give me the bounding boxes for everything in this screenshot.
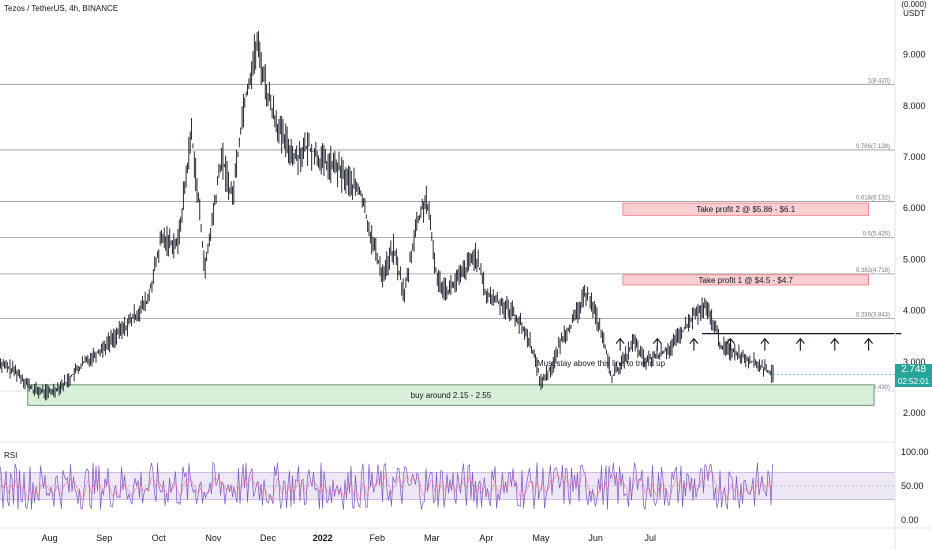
x-tick-label: Apr — [479, 533, 493, 543]
x-tick-label: Mar — [424, 533, 440, 543]
fib-level-label: 0.382(4.718) — [856, 268, 890, 274]
rsi-tick-label: 50.00 — [901, 481, 924, 491]
last-price-tag: 2.748 — [895, 364, 932, 376]
support-line-label: Must stay above this line to trend up — [537, 359, 666, 368]
up-arrow-marker — [864, 337, 874, 351]
zone-label: buy around 2.15 - 2.55 — [411, 391, 492, 400]
fib-level-label: 1(8.420) — [868, 78, 890, 84]
rsi-tick-label: 0.00 — [901, 515, 919, 525]
take-profit-zone — [622, 274, 870, 286]
y-tick-label: 8.000 — [903, 101, 926, 111]
up-arrow-marker — [615, 337, 625, 351]
rsi-pane: 100.00 50.00 0.00 — [0, 447, 929, 525]
rsi-label: RSI — [4, 451, 18, 460]
x-tick-label: Dec — [260, 533, 277, 543]
y-tick-label: 3.000 — [903, 357, 926, 367]
price-zones[interactable]: Take profit 2 @ $5.86 - $6.1 Take profit … — [27, 202, 875, 406]
y-tick-label: 4.000 — [903, 306, 926, 316]
y-tick-label: 7.000 — [903, 152, 926, 162]
fib-level-label: 0.5(5.425) — [863, 232, 890, 238]
take-profit-zone — [622, 202, 870, 216]
rsi-signal-line — [0, 469, 773, 501]
up-arrow-marker — [652, 337, 662, 351]
x-tick-label: Sep — [96, 533, 112, 543]
up-arrow-marker — [795, 337, 805, 351]
price-candles — [0, 30, 774, 401]
y-tick-label: 9.000 — [903, 50, 926, 60]
zone-label: Take profit 1 @ $4.5 - $4.7 — [699, 276, 794, 285]
currency-label: (0.000) USDT — [896, 0, 932, 18]
up-arrow-marker — [726, 337, 735, 351]
x-tick-label: May — [532, 533, 550, 543]
fibonacci-retracement[interactable]: 1(8.420) 0.786(7.138) 0.618(6.132) 0.5(5.42… — [0, 78, 895, 392]
fib-level-label: 0.236(3.843) — [856, 313, 890, 319]
x-tick-label: Nov — [205, 533, 222, 543]
up-arrow-marker — [760, 337, 770, 351]
currency-code: USDT — [903, 9, 925, 18]
x-tick-label: 2022 — [313, 533, 333, 543]
countdown-tag: 02:52:01 — [895, 376, 932, 387]
y-tick-label: 6.000 — [903, 203, 926, 213]
fib-level-label: 0.618(6.132) — [856, 195, 890, 201]
x-tick-label: Jul — [644, 533, 656, 543]
x-tick-label: Oct — [152, 533, 167, 543]
x-tick-label: Feb — [369, 533, 385, 543]
chart-title: Tezos / TetherUS, 4h, BINANCE — [4, 4, 119, 13]
support-annotation[interactable]: Must stay above this line to trend up — [537, 333, 902, 368]
rsi-tick-label: 100.00 — [901, 447, 929, 457]
buy-zone — [27, 384, 875, 406]
y-tick-label: 2.000 — [903, 408, 926, 418]
currency-scale: (0.000) — [901, 0, 927, 9]
up-arrow-marker — [689, 337, 699, 351]
up-arrow-marker — [830, 337, 840, 351]
fib-level-label: 0.786(7.138) — [856, 144, 890, 150]
x-tick-label: Jun — [588, 533, 603, 543]
price-series — [0, 30, 895, 401]
zone-label: Take profit 2 @ $5.86 - $6.1 — [696, 205, 795, 214]
x-tick-label: Aug — [42, 533, 58, 543]
fib-level-label: 0(2.430) — [868, 385, 890, 391]
y-tick-label: 5.000 — [903, 254, 926, 264]
